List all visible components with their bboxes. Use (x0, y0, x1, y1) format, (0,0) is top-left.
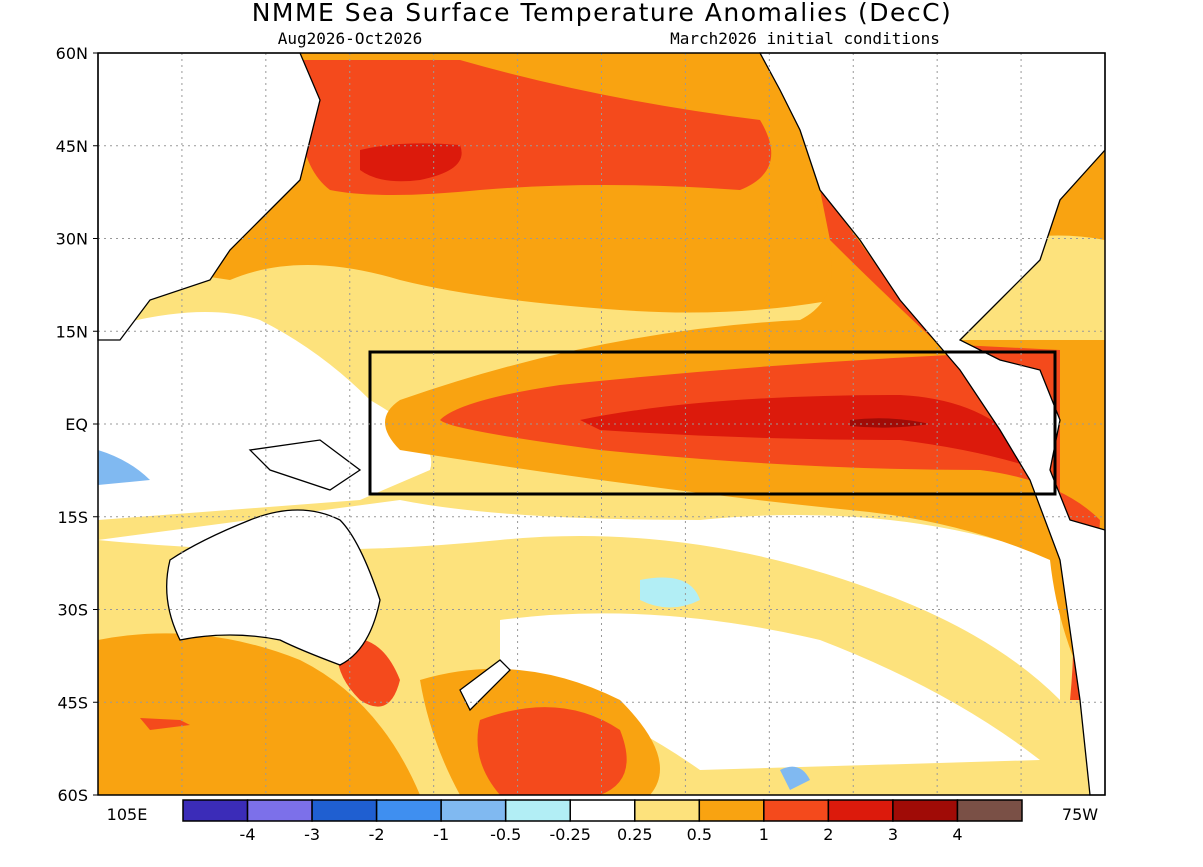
colorbar-label: 4 (952, 825, 962, 844)
colorbar-label: -0.5 (490, 825, 521, 844)
colorbar-swatch (504, 799, 571, 822)
colorbar-swatch (311, 799, 378, 822)
colorbar-swatch (569, 799, 636, 822)
lat-label: 15S (57, 508, 88, 527)
coastlines (97, 52, 1106, 796)
colorbar-label: 3 (888, 825, 898, 844)
colorbar-swatch (634, 799, 701, 822)
colorbar-swatch (763, 799, 830, 822)
subtitle-left: Aug2026-Oct2026 (278, 29, 423, 48)
lat-label: 15N (56, 322, 88, 341)
lat-label: EQ (65, 415, 88, 434)
map-frame (97, 52, 1106, 796)
colorbar-swatch (182, 799, 249, 822)
title: NMME Sea Surface Temperature Anomalies (… (252, 0, 953, 27)
lon-label: 105E (107, 805, 148, 824)
colorbar-swatch (827, 799, 894, 822)
subtitle-right: March2026 initial conditions (670, 29, 940, 48)
colorbar-label: -2 (369, 825, 385, 844)
colorbar-label: 0.5 (687, 825, 712, 844)
colorbar-label: -3 (304, 825, 320, 844)
colorbar-swatch (956, 799, 1023, 822)
lat-label: 30S (57, 601, 88, 620)
lat-label: 45S (57, 693, 88, 712)
colorbar-label: -4 (240, 825, 256, 844)
graticule (93, 52, 1105, 796)
lat-label: 60N (56, 44, 88, 63)
lon-label: 75W (1062, 805, 1098, 824)
colorbar-swatch (698, 799, 765, 822)
colorbar-label: 1 (759, 825, 769, 844)
lat-label: 45N (56, 137, 88, 156)
lat-label: 30N (56, 230, 88, 249)
colorbar-label: 2 (823, 825, 833, 844)
colorbar-swatch (440, 799, 507, 822)
colorbar-swatch (375, 799, 442, 822)
colorbar-label: -0.25 (550, 825, 591, 844)
colorbar-swatch (246, 799, 313, 822)
lat-label: 60S (57, 786, 88, 805)
colorbar-swatch (892, 799, 959, 822)
nino-box (368, 350, 1057, 496)
colorbar: -4 -3 -2 -1 -0.5 -0.25 0.25 0.5 1 2 3 4 (182, 799, 1023, 844)
colorbar-label: 0.25 (617, 825, 653, 844)
colorbar-label: -1 (433, 825, 449, 844)
axis-labels: 60N 45N 30N 15N EQ 15S 30S 45S 60S 105E 75W (56, 44, 1099, 824)
